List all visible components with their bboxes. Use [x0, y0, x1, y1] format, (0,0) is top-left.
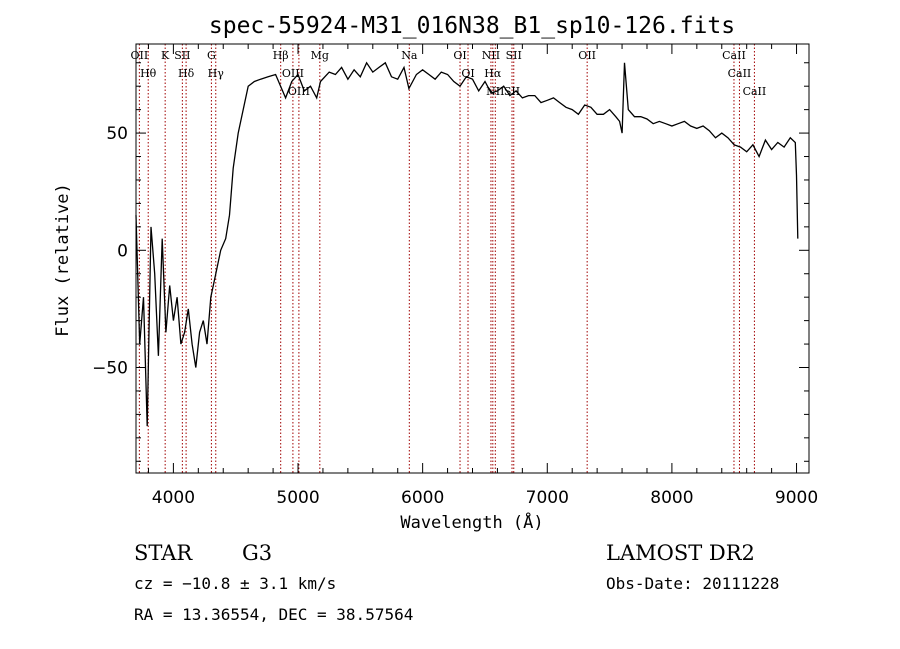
star-subclass: G3 — [242, 541, 272, 565]
x-tick-label: 4000 — [152, 488, 195, 508]
spectral-line-label: OI — [461, 67, 474, 80]
plot-frame — [135, 43, 810, 474]
y-tick-label: 50 — [106, 124, 128, 144]
spectral-line-label: Hα — [484, 67, 502, 80]
y-tick-label: −50 — [92, 359, 128, 379]
spectral-line-label: Hθ — [140, 67, 157, 80]
spectral-line-label: OIII — [288, 85, 310, 98]
spectral-line-label: OI — [453, 49, 466, 62]
star-class: STAR — [134, 541, 193, 565]
survey-name: LAMOST DR2 — [606, 541, 755, 565]
chart-title: spec-55924-M31_016N38_B1_sp10-126.fits — [209, 13, 735, 39]
x-axis-label: Wavelength (Å) — [400, 511, 543, 533]
cz-value: cz = −10.8 ± 3.1 km/s — [134, 574, 336, 593]
axis-ticks: 4000 5000 6000 7000 8000 9000 −50 0 50 — [92, 44, 818, 508]
ra-dec: RA = 13.36554, DEC = 38.57564 — [134, 605, 413, 624]
x-tick-label: 6000 — [401, 488, 444, 508]
x-tick-label: 9000 — [775, 488, 818, 508]
spectral-lines-layer — [138, 44, 755, 473]
spectral-line-label: OIII — [282, 67, 304, 80]
spectral-line-label: CaII — [728, 67, 752, 80]
spectral-line-label: CaII — [743, 85, 767, 98]
spectral-line-label: Hβ — [273, 49, 289, 62]
y-axis-label: Flux (relative) — [53, 183, 73, 337]
spectral-line-label: Mg — [311, 49, 329, 62]
x-tick-label: 8000 — [650, 488, 693, 508]
spectral-line-label: Hγ — [208, 67, 225, 80]
spectral-line-label: K — [161, 49, 170, 62]
spectral-line-label: SII — [174, 49, 190, 62]
spectral-line-label: OII — [578, 49, 596, 62]
spectral-line-label: SII — [506, 49, 522, 62]
spectral-line-label: SII — [504, 85, 520, 98]
spectrum-line — [135, 61, 799, 427]
x-tick-label: 5000 — [276, 488, 319, 508]
obs-date: Obs-Date: 20111228 — [606, 574, 779, 593]
spectral-line-label: G — [207, 49, 216, 62]
spectral-line-label: OII — [131, 49, 149, 62]
spectral-line-label: CaII — [722, 49, 746, 62]
spectral-line-label: Hδ — [178, 67, 195, 80]
y-tick-label: 0 — [117, 241, 128, 261]
spectral-line-label: NII — [482, 49, 500, 62]
spectral-line-label: Na — [401, 49, 418, 62]
x-tick-label: 7000 — [526, 488, 569, 508]
